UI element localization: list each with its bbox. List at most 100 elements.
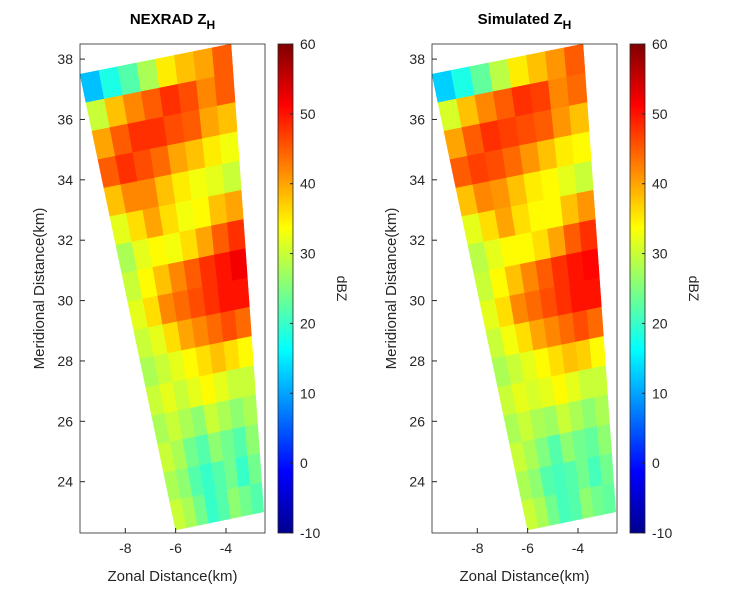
colorbar-tick-label: 60	[652, 36, 668, 52]
heatmap-cell	[208, 193, 228, 227]
heatmap-cell	[515, 112, 538, 146]
heatmap-cell	[578, 368, 595, 401]
heatmap-cell	[211, 43, 234, 78]
heatmap-cell	[224, 189, 244, 223]
heatmap-cell	[219, 131, 240, 165]
heatmap-cell	[184, 138, 206, 172]
heatmap-cell	[591, 365, 608, 398]
title-subscript: H	[563, 18, 572, 32]
y-tick-label: 34	[409, 172, 425, 188]
heatmap-cell	[192, 47, 215, 81]
heatmap-cell	[199, 105, 221, 140]
heatmap-cell	[581, 248, 600, 282]
y-tick-label: 30	[57, 293, 73, 309]
colorbar-tick-label: -10	[652, 525, 672, 541]
heatmap-cell	[220, 309, 238, 343]
heatmap-cell	[563, 43, 586, 78]
heatmap-cell	[511, 83, 534, 118]
heatmap-cell	[566, 251, 585, 285]
y-tick-label: 26	[57, 413, 73, 429]
chart-title: NEXRAD ZH	[130, 11, 215, 32]
heatmap-cell	[584, 277, 602, 311]
heatmap-cell	[536, 138, 558, 172]
y-tick-label: 24	[409, 474, 425, 490]
colorbar-tick-label: 50	[300, 106, 316, 122]
heatmap-cell	[596, 423, 612, 457]
x-tick-label: -4	[572, 540, 585, 556]
colorbar-tick-label: 40	[652, 176, 668, 192]
heatmap-cell	[601, 482, 617, 515]
heatmap-cell	[237, 336, 254, 369]
heatmap-cell	[548, 76, 570, 110]
y-tick-label: 36	[57, 111, 73, 127]
x-tick-label: -8	[471, 540, 484, 556]
heatmap-cell	[155, 55, 179, 89]
heatmap-cell	[229, 248, 248, 282]
heatmap-cell	[526, 51, 549, 85]
heatmap-cell	[227, 219, 246, 253]
heatmap-cell	[234, 306, 252, 340]
heatmap-cell	[586, 306, 604, 340]
colorbar-tick-label: 10	[300, 385, 316, 401]
heatmap-cell	[211, 222, 231, 256]
colorbar-tick-label: 10	[652, 385, 668, 401]
colorbar-tick-label: 30	[300, 246, 316, 262]
heatmap-cell	[560, 193, 580, 227]
heatmap-cell	[202, 134, 223, 169]
heatmap-cell	[571, 131, 592, 165]
title-text: Simulated Z	[478, 11, 563, 28]
heatmap-cell	[214, 251, 233, 285]
heatmap-cell	[247, 453, 262, 486]
heatmap-cell	[529, 80, 552, 114]
colorbar-tick-label: 30	[652, 246, 668, 262]
colorbar	[629, 43, 646, 534]
heatmap-cell	[572, 309, 590, 343]
heatmap-cell	[589, 336, 606, 369]
x-tick-label: -6	[169, 540, 182, 556]
heatmap-cell	[249, 482, 265, 515]
heatmap-cell	[568, 102, 590, 136]
heatmap-cell	[533, 109, 555, 143]
heatmap-cell	[195, 225, 215, 259]
colorbar-tick-label: 20	[300, 315, 316, 331]
heatmap-cell	[226, 368, 243, 401]
heatmap-cell	[544, 47, 567, 81]
y-axis-label: Meridional Distance(km)	[383, 208, 400, 370]
colorbar	[277, 43, 294, 534]
heatmap-cell	[574, 160, 594, 194]
x-axis-label: Zonal Distance(km)	[459, 568, 589, 585]
y-tick-label: 36	[409, 111, 425, 127]
heatmap-cell	[191, 196, 212, 230]
axes-box	[79, 43, 266, 534]
heatmap-cell	[547, 225, 567, 259]
colorbar-tick-label: -10	[300, 525, 320, 541]
y-tick-label: 30	[409, 293, 425, 309]
y-tick-label: 26	[409, 413, 425, 429]
heatmap-cell	[244, 423, 260, 457]
x-tick-label: -6	[521, 540, 534, 556]
x-tick-label: -4	[220, 540, 233, 556]
colorbar-tick-label: 60	[300, 36, 316, 52]
y-tick-label: 24	[57, 474, 73, 490]
heatmap-cell	[223, 338, 241, 372]
heatmap-cell	[566, 72, 588, 107]
y-tick-label: 28	[57, 353, 73, 369]
heatmap-cell	[594, 394, 610, 427]
heatmap-cell	[217, 280, 236, 314]
heatmap-cell	[196, 76, 218, 110]
heatmap-cell	[239, 365, 256, 398]
colorbar-tick-label: 0	[652, 455, 660, 471]
colorbar-tick-label: 20	[652, 315, 668, 331]
heatmap-cell	[177, 80, 200, 114]
heatmap-cell	[554, 134, 575, 169]
heatmap-cell	[242, 394, 258, 427]
title-text: NEXRAD Z	[130, 11, 207, 28]
y-tick-label: 32	[57, 232, 73, 248]
colorbar-tick-label: 50	[652, 106, 668, 122]
colorbar-tick-label: 40	[300, 176, 316, 192]
title-subscript: H	[207, 18, 216, 32]
heatmap-cell	[551, 105, 573, 140]
heatmap-cell	[174, 51, 197, 85]
heatmap-cell	[216, 102, 238, 136]
